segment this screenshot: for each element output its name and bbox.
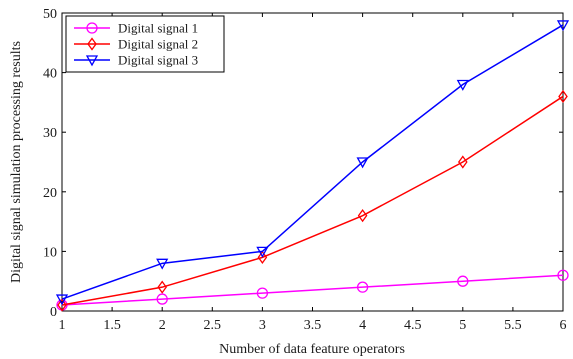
x-tick-label: 2.5 [204,318,222,333]
series-3-point [256,246,269,258]
series-1-line [61,274,564,306]
series-3-point [156,258,169,270]
series-3-point [55,294,69,306]
legend-item: Digital signal 1 [74,21,198,36]
x-tick-label: 1 [59,318,66,333]
x-tick-label: 4.5 [404,318,422,333]
x-tick-label: 4 [359,318,366,333]
legend-item: Digital signal 3 [74,53,198,68]
legend-item: Digital signal 2 [74,37,198,52]
series-3 [55,20,570,306]
axis-ticks: 1 1.5 2 2.5 3 3.5 4 4.5 5 5.5 6 0 10 20 30 40 50 [43,7,567,333]
series-2-point [57,298,67,312]
y-tick-label: 30 [43,126,57,141]
series-3-point [456,79,469,91]
x-axis-title: Number of data feature operators [219,342,405,357]
x-tick-label: 2 [159,318,166,333]
series-1-point [356,281,369,293]
y-tick-label: 20 [43,186,57,201]
legend-swatch-marker [85,55,99,67]
series-2-point [357,209,368,223]
series-1-point [256,287,269,299]
legend-label: Digital signal 1 [118,21,198,36]
series-1-point [156,293,168,305]
y-tick-label: 10 [43,245,57,260]
series-2-point [257,250,268,264]
y-tick-label: 50 [43,7,57,22]
series-1 [56,269,569,311]
series-1-point [457,275,469,287]
series-2-point [157,280,168,294]
legend-swatch-marker [87,37,97,51]
x-tick-label: 3.5 [304,318,322,333]
series-layer [55,20,570,312]
series-3-point [556,20,570,32]
legend-label: Digital signal 3 [118,53,198,68]
x-tick-label: 6 [560,318,567,333]
series-3-line [61,24,564,300]
y-tick-label: 0 [50,305,57,320]
x-tick-label: 1.5 [103,318,121,333]
series-2-line [61,95,564,306]
x-tick-label: 5.5 [504,318,522,333]
series-2-point [558,89,568,104]
series-2 [57,89,568,312]
x-tick-label: 5 [459,318,466,333]
legend-swatch-marker [86,22,98,34]
series-3-point [356,157,369,169]
y-axis-title: Digital signal simulation processing res… [9,41,24,283]
legend-label: Digital signal 2 [118,37,198,52]
x-tick-label: 3 [259,318,266,333]
series-2-point [457,155,468,169]
series-1-point [557,269,569,281]
y-tick-label: 40 [43,67,57,82]
